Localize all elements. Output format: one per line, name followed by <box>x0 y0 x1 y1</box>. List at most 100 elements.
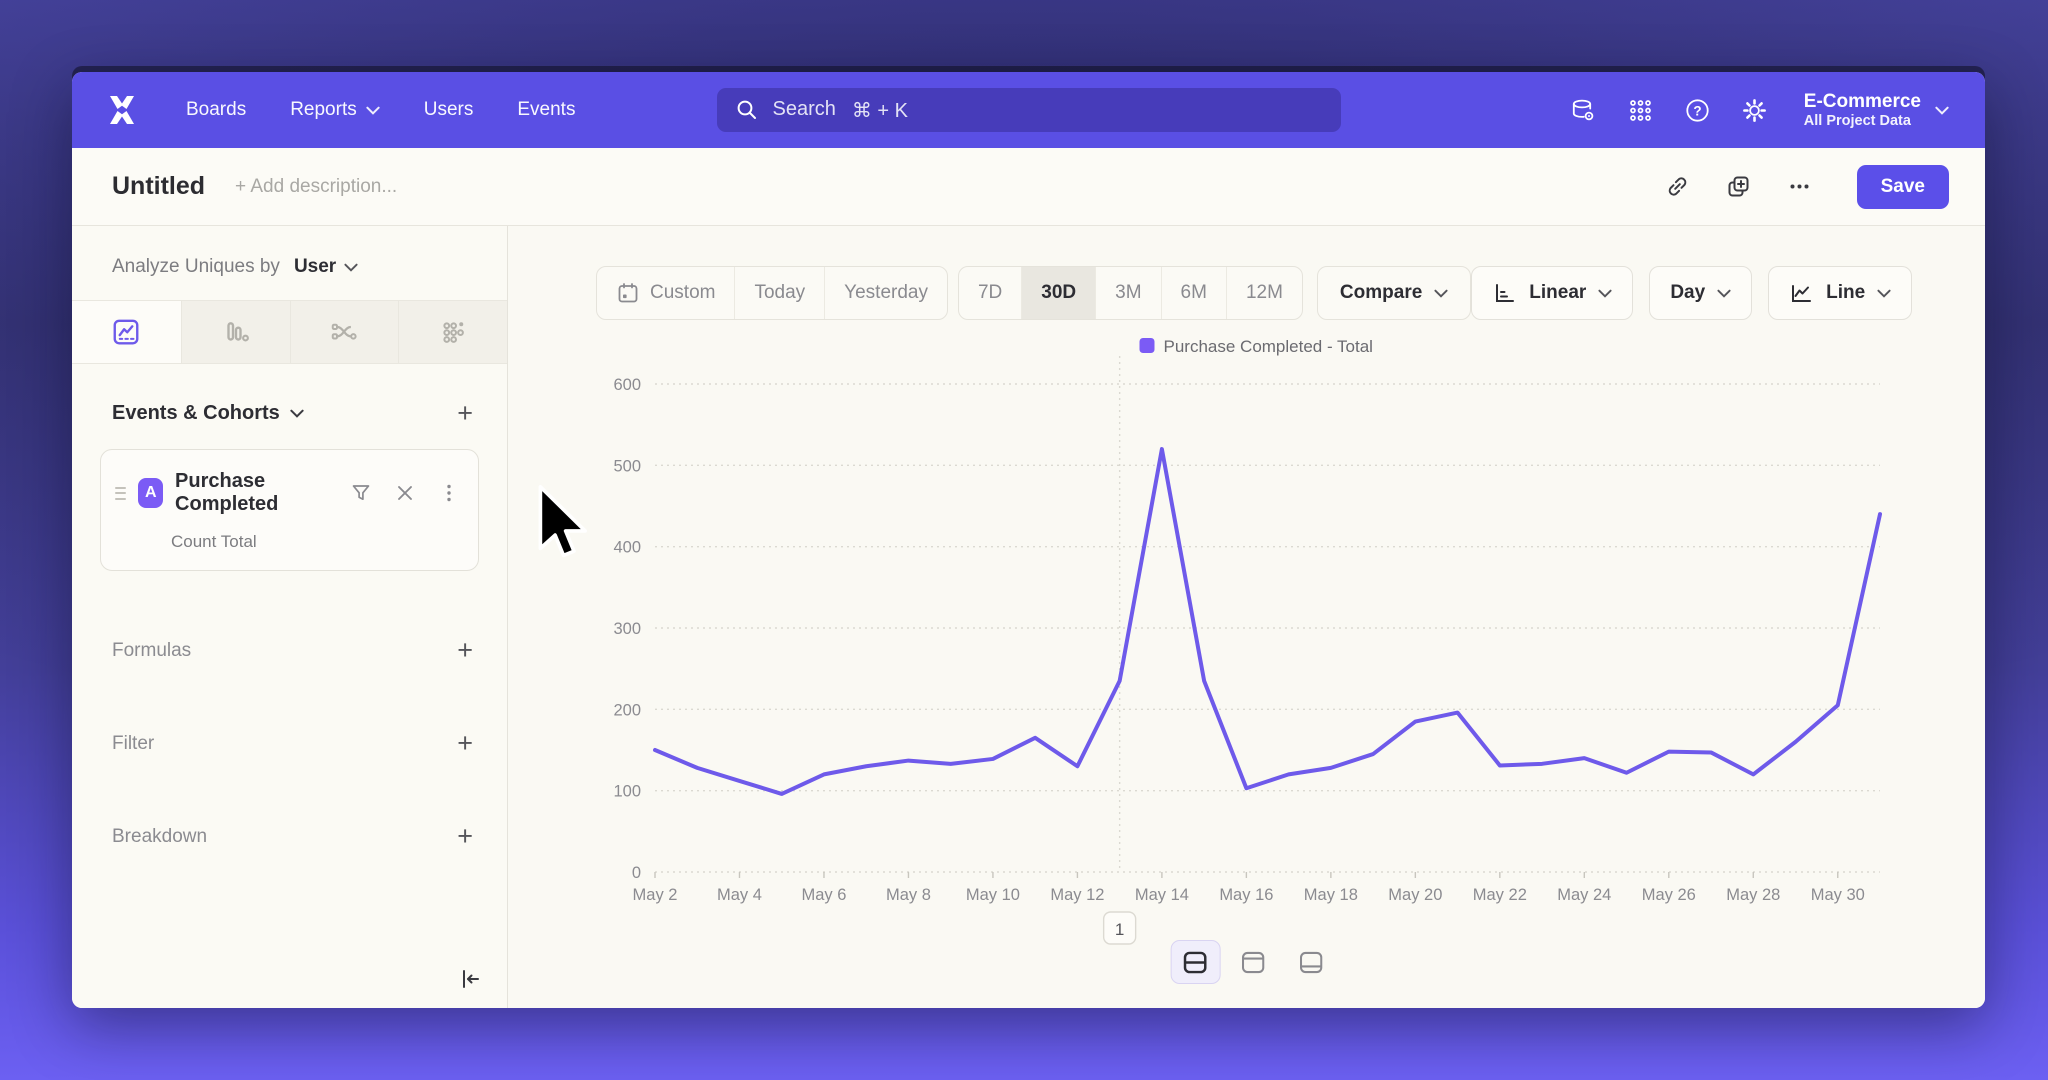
save-button[interactable]: Save <box>1856 164 1949 209</box>
x-axis-tick-label: May 8 <box>886 886 931 904</box>
collapse-sidebar-icon[interactable] <box>457 966 483 992</box>
annotation-marker-label: 1 <box>1115 920 1124 939</box>
event-metric[interactable]: Count Total <box>171 532 257 551</box>
nav-item-events[interactable]: Events <box>517 99 576 120</box>
filter-funnel-icon[interactable] <box>350 482 372 504</box>
layout-split-icon <box>1183 951 1207 973</box>
x-axis-tick-label: May 12 <box>1050 886 1104 904</box>
legend-label: Purchase Completed - Total <box>1164 337 1373 356</box>
layout-top-icon <box>1242 951 1265 973</box>
remove-event-icon[interactable] <box>394 482 416 504</box>
search-icon <box>737 100 756 119</box>
top-nav: Boards Reports Users Events Search ⌘ + K <box>72 72 1985 148</box>
add-description-field[interactable]: + Add description... <box>235 175 398 197</box>
app-window: Boards Reports Users Events Search ⌘ + K <box>72 72 1985 1008</box>
events-cohorts-header: Events & Cohorts + <box>72 364 507 427</box>
settings-gear-icon[interactable] <box>1741 97 1768 124</box>
layout-top-button[interactable] <box>1228 940 1278 984</box>
formulas-label: Formulas <box>112 639 192 661</box>
chevron-down-icon <box>1598 289 1612 298</box>
line-chart[interactable]: 0 100 200 300 400 500 600 May 2 May 4 May 6 May 8 M… <box>508 226 1985 1008</box>
date-range-yesterday[interactable]: Yesterday <box>824 267 947 319</box>
line-chart-icon <box>1792 284 1812 302</box>
report-title[interactable]: Untitled <box>112 172 206 200</box>
x-axis-tick-label: May 28 <box>1726 886 1780 904</box>
tab-insights[interactable] <box>72 301 181 363</box>
date-range-control: Custom Today Yesterday 7D 30D 3M 6M 12M <box>596 266 1303 320</box>
search-placeholder: Search ⌘ + K <box>772 97 909 122</box>
query-sidebar: Analyze Uniques by User <box>72 226 508 1008</box>
scale-selector[interactable]: Linear <box>1471 266 1634 320</box>
insights-line-chart-icon <box>113 319 139 345</box>
event-kebab-menu-icon[interactable] <box>438 482 460 504</box>
nav-right-icons: ? E-Commerce All Project Data <box>1570 91 1949 129</box>
chevron-down-icon <box>366 106 380 115</box>
y-axis-tick-label: 500 <box>613 457 641 475</box>
project-switcher[interactable]: E-Commerce All Project Data <box>1804 91 1949 129</box>
sidebar-section-breakdown: Breakdown + <box>72 823 507 850</box>
sidebar-section-formulas: Formulas + <box>72 637 507 664</box>
x-axis-tick-label: May 18 <box>1304 886 1358 904</box>
apps-grid-icon[interactable] <box>1627 97 1654 124</box>
event-name[interactable]: Purchase Completed <box>175 470 279 515</box>
copy-link-icon[interactable] <box>1664 173 1691 200</box>
date-range-custom[interactable]: Custom <box>597 267 734 319</box>
add-filter-button[interactable]: + <box>457 728 473 758</box>
filter-label: Filter <box>112 732 155 754</box>
tab-retention[interactable] <box>398 301 507 363</box>
x-axis-tick-label: May 10 <box>966 886 1020 904</box>
report-type-tabs <box>72 300 507 364</box>
layout-bottom-button[interactable] <box>1286 940 1336 984</box>
nav-item-users[interactable]: Users <box>423 99 474 120</box>
events-cohorts-title[interactable]: Events & Cohorts <box>112 402 304 425</box>
x-axis-tick-label: May 22 <box>1473 886 1527 904</box>
nav-item-reports[interactable]: Reports <box>290 99 380 121</box>
interval-selector[interactable]: Day <box>1649 266 1753 320</box>
date-range-today[interactable]: Today <box>734 267 824 319</box>
date-range-7d[interactable]: 7D <box>977 282 1003 303</box>
add-event-button[interactable]: + <box>457 398 473 428</box>
project-name: E-Commerce <box>1803 91 1921 113</box>
series-line[interactable] <box>653 447 1882 796</box>
drag-handle-icon[interactable] <box>115 486 127 500</box>
x-axis-tick-label: May 6 <box>801 886 846 904</box>
legend-swatch <box>1139 338 1155 353</box>
more-options-icon[interactable] <box>1786 173 1813 200</box>
layout-bottom-icon <box>1300 951 1323 973</box>
event-card[interactable]: A Purchase Completed <box>100 449 479 571</box>
funnels-bars-icon <box>226 322 249 342</box>
chevron-down-icon <box>1935 106 1949 115</box>
add-formula-button[interactable]: + <box>457 635 473 665</box>
layout-toggle-group <box>1170 940 1336 984</box>
chart-type-selector[interactable]: Line <box>1768 266 1913 320</box>
x-axis-tick-label: May 16 <box>1219 886 1273 904</box>
layout-split-button[interactable] <box>1170 940 1221 984</box>
add-breakdown-button[interactable]: + <box>457 821 473 851</box>
retention-dots-icon <box>443 322 465 343</box>
duplicate-icon[interactable] <box>1725 173 1752 200</box>
mixpanel-logo-icon[interactable] <box>102 90 142 130</box>
analyze-uniques-control[interactable]: Analyze Uniques by User <box>72 226 507 300</box>
nav-item-boards[interactable]: Boards <box>186 99 247 120</box>
y-axis-tick-label: 0 <box>632 864 641 882</box>
x-axis-tick-label: May 30 <box>1811 886 1865 904</box>
tab-flows[interactable] <box>289 301 399 363</box>
date-range-12m[interactable]: 12M <box>1225 267 1302 319</box>
compare-button[interactable]: Compare <box>1316 266 1472 320</box>
project-subtitle: All Project Data <box>1803 112 1911 129</box>
sidebar-section-filter: Filter + <box>72 730 507 757</box>
date-range-6m[interactable]: 6M <box>1160 267 1226 319</box>
y-axis-tick-label: 400 <box>613 539 641 557</box>
annotation-marker[interactable] <box>1102 911 1137 945</box>
nav-items: Boards Reports Users Events <box>186 99 575 121</box>
help-icon[interactable]: ? <box>1684 97 1711 124</box>
data-management-icon[interactable] <box>1570 97 1597 124</box>
y-axis-tick-label: 200 <box>613 701 641 719</box>
chart-toolbar: Custom Today Yesterday 7D 30D 3M 6M 12M Compare… <box>596 266 1913 320</box>
tab-funnels[interactable] <box>180 301 290 363</box>
date-range-3m[interactable]: 3M <box>1095 267 1160 319</box>
event-series-badge: A <box>138 478 164 508</box>
date-range-30d[interactable]: 30D <box>1021 267 1096 319</box>
x-axis-tick-label: May 14 <box>1135 886 1189 904</box>
search-input[interactable]: Search ⌘ + K <box>716 88 1341 132</box>
